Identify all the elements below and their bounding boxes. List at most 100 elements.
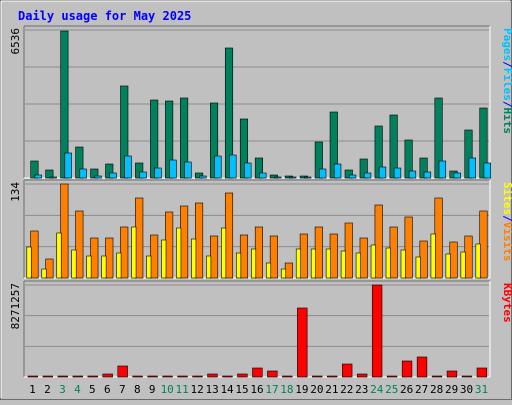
bar-kbytes-23 xyxy=(356,373,368,378)
x-tick-label-2: 2 xyxy=(44,383,51,396)
x-tick-label-11: 11 xyxy=(176,383,189,396)
bar-files-11 xyxy=(184,161,192,179)
bar-visits-18 xyxy=(284,262,293,279)
bar-kbytes-3 xyxy=(57,375,68,378)
bar-files-3 xyxy=(64,152,72,179)
bar-visits-10 xyxy=(165,211,174,279)
bar-kbytes-11 xyxy=(177,375,188,378)
bar-kbytes-25 xyxy=(386,375,398,378)
x-tick-label-20: 20 xyxy=(310,383,323,396)
x-tick-label-4: 4 xyxy=(74,383,81,396)
bar-kbytes-16 xyxy=(252,367,263,378)
bar-visits-2 xyxy=(45,258,54,279)
bar-hits-22 xyxy=(344,169,353,179)
bar-files-31 xyxy=(483,162,491,179)
bar-kbytes-12 xyxy=(192,375,203,378)
bar-kbytes-29 xyxy=(446,370,458,378)
bar-hits-16 xyxy=(254,157,263,179)
bar-files-27 xyxy=(423,171,432,179)
panel-hits-files-pages-ymax-label: 6536 xyxy=(9,28,22,55)
bar-visits-27 xyxy=(419,240,428,279)
bar-kbytes-6 xyxy=(102,373,113,378)
bar-files-19 xyxy=(303,176,312,179)
bar-visits-11 xyxy=(180,205,189,279)
legend-entry: KBytes xyxy=(501,283,512,323)
bar-files-2 xyxy=(49,176,57,179)
bar-sites-30 xyxy=(460,251,466,279)
bar-kbytes-1 xyxy=(27,375,39,378)
bar-visits-14 xyxy=(224,192,234,279)
bar-visits-28 xyxy=(434,197,443,279)
legend-entry: / xyxy=(501,61,512,68)
x-tick-label-15: 15 xyxy=(235,383,248,396)
bar-kbytes-30 xyxy=(461,375,473,378)
bar-visits-21 xyxy=(329,233,338,279)
bar-files-18 xyxy=(289,176,297,179)
bar-visits-5 xyxy=(90,237,99,279)
bar-sites-16 xyxy=(251,248,257,279)
bar-sites-22 xyxy=(340,250,346,279)
bar-kbytes-28 xyxy=(431,375,443,378)
bar-kbytes-14 xyxy=(222,375,233,378)
bar-hits-26 xyxy=(404,139,413,179)
x-tick-label-8: 8 xyxy=(134,383,141,396)
bar-visits-12 xyxy=(195,202,204,279)
bar-kbytes-22 xyxy=(342,363,353,378)
bar-visits-4 xyxy=(75,210,84,279)
bar-hits-23 xyxy=(359,158,368,179)
x-tick-label-12: 12 xyxy=(191,383,204,396)
bar-hits-31 xyxy=(479,107,488,179)
bar-hits-9 xyxy=(150,99,159,179)
bar-kbytes-15 xyxy=(237,373,248,378)
bar-hits-3 xyxy=(60,30,69,179)
bar-visits-26 xyxy=(404,216,413,279)
bar-files-14 xyxy=(229,154,237,179)
x-tick-label-7: 7 xyxy=(119,383,126,396)
bar-kbytes-18 xyxy=(282,375,293,378)
bar-files-9 xyxy=(154,167,162,179)
panel-kbytes-background xyxy=(24,281,490,377)
bar-sites-26 xyxy=(400,249,406,279)
bar-sites-4 xyxy=(71,249,77,279)
bar-sites-13 xyxy=(206,255,212,279)
legend-entry: Pages xyxy=(501,28,512,61)
bar-sites-6 xyxy=(101,255,107,279)
bar-hits-5 xyxy=(90,168,99,179)
bar-files-26 xyxy=(408,170,417,179)
bar-sites-12 xyxy=(191,238,197,279)
x-tick-label-29: 29 xyxy=(445,383,458,396)
panel-visits-sites-ymax-label: 134 xyxy=(9,182,22,202)
bar-files-5 xyxy=(94,175,102,179)
bar-kbytes-8 xyxy=(132,375,143,378)
bar-hits-6 xyxy=(105,163,114,179)
bar-sites-18 xyxy=(280,268,287,279)
bar-kbytes-27 xyxy=(416,356,428,378)
x-axis-labels: 1 2 3 4 5 6 7 8 9 10 11 12 13 14 15 16 17 18 19 20 21 22 23 24 2… xyxy=(29,383,488,396)
bar-hits-1 xyxy=(30,160,39,179)
bar-files-10 xyxy=(169,159,177,179)
bar-files-16 xyxy=(259,172,267,179)
x-tick-label-3: 3 xyxy=(59,383,66,396)
bar-kbytes-17 xyxy=(267,370,278,378)
panel-kbytes-legend: KBytes xyxy=(501,283,512,323)
bar-sites-8 xyxy=(131,226,137,279)
bar-sites-15 xyxy=(236,252,242,279)
x-tick-label-17: 17 xyxy=(265,383,278,396)
bar-hits-2 xyxy=(45,169,54,179)
legend-entry: Files xyxy=(501,68,512,101)
bar-sites-20 xyxy=(310,248,316,279)
bar-files-8 xyxy=(139,171,147,179)
x-tick-label-26: 26 xyxy=(400,383,413,396)
bar-hits-14 xyxy=(224,47,234,179)
x-tick-label-14: 14 xyxy=(220,383,234,396)
bar-kbytes-19 xyxy=(297,307,308,378)
bar-files-25 xyxy=(393,167,402,179)
legend-entry: Hits xyxy=(501,108,512,135)
legend-entry: Visits xyxy=(501,222,512,262)
bar-visits-6 xyxy=(105,237,114,279)
panel-kbytes-ymax-label: 8271257 xyxy=(9,283,22,329)
bar-hits-28 xyxy=(434,97,443,179)
bar-sites-23 xyxy=(355,252,361,279)
bar-visits-16 xyxy=(254,226,263,279)
